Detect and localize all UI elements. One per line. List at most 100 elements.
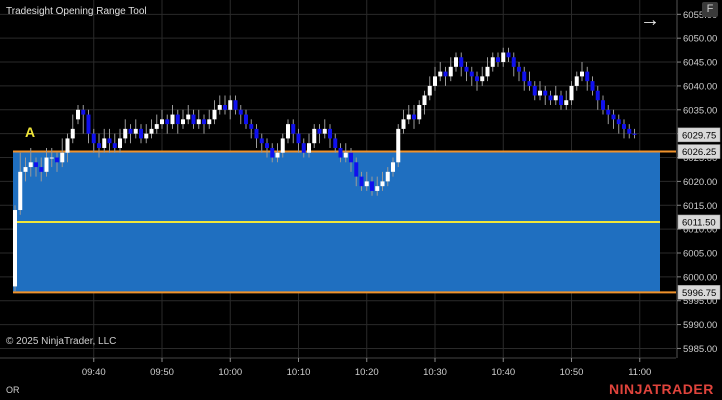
candle-body xyxy=(538,90,542,96)
candle-body xyxy=(244,114,248,125)
f-button[interactable]: F xyxy=(702,2,718,17)
candle-body xyxy=(527,81,532,86)
candle-body xyxy=(39,167,44,172)
candle-body xyxy=(18,171,23,211)
candle-body xyxy=(349,152,353,163)
candle-body xyxy=(223,105,227,110)
candle-body xyxy=(128,128,133,134)
candle-body xyxy=(259,138,264,144)
candle-body xyxy=(475,76,479,82)
candle-body xyxy=(102,138,107,148)
price-badge-label: 5996.75 xyxy=(682,288,716,299)
price-badge-label: 6011.50 xyxy=(682,217,716,228)
candle-body xyxy=(375,186,380,191)
candle-body xyxy=(553,95,558,101)
marker-label: A xyxy=(25,124,35,140)
candle-body xyxy=(76,109,80,120)
candle-body xyxy=(301,143,306,153)
candle-body xyxy=(333,138,338,148)
candle-body xyxy=(412,114,416,120)
candle-body xyxy=(580,71,584,77)
candle-body xyxy=(501,52,506,63)
candle-body xyxy=(595,90,600,101)
candle-body xyxy=(144,133,149,139)
candle-body xyxy=(532,85,537,96)
candle-body xyxy=(175,114,180,125)
candle-body xyxy=(548,95,553,101)
candle-body xyxy=(13,210,17,287)
copyright-text: © 2025 NinjaTrader, LLC xyxy=(6,336,117,347)
y-tick-label: 6005.00 xyxy=(683,248,717,259)
brand-logo: NINJATRADER xyxy=(609,381,714,397)
candle-body xyxy=(343,152,348,158)
candle-body xyxy=(160,119,164,125)
candle-body xyxy=(364,181,369,187)
candle-body xyxy=(254,128,259,139)
x-tick-label: 11:00 xyxy=(628,367,651,378)
candle-body xyxy=(443,71,448,77)
candle-body xyxy=(401,119,406,129)
candle-body xyxy=(391,162,395,172)
candle-body xyxy=(133,128,138,134)
x-tick-label: 09:40 xyxy=(82,367,106,378)
candle-body xyxy=(70,128,75,139)
candle-body xyxy=(485,66,490,77)
candle-body xyxy=(511,57,516,67)
candle-body xyxy=(322,128,327,134)
x-tick-label: 10:20 xyxy=(355,367,379,378)
candle-body xyxy=(212,109,217,120)
candle-body xyxy=(307,143,311,153)
candle-body xyxy=(196,119,201,125)
y-tick-label: 6035.00 xyxy=(683,105,717,116)
candle-body xyxy=(417,105,422,120)
candle-body xyxy=(291,124,296,134)
x-tick-label: 09:50 xyxy=(150,367,174,378)
candle-body xyxy=(543,90,548,96)
x-tick-label: 10:10 xyxy=(287,367,311,378)
candle-body xyxy=(490,57,495,67)
candle-body xyxy=(585,71,590,82)
candle-body xyxy=(149,128,154,134)
candle-body xyxy=(459,57,464,67)
candle-body xyxy=(622,124,626,129)
y-tick-label: 6000.00 xyxy=(683,272,717,283)
indicator-label: OR xyxy=(6,385,20,395)
candle-body xyxy=(422,95,427,106)
right-arrow-icon[interactable]: → xyxy=(640,9,660,31)
price-badge xyxy=(677,214,721,230)
candle-body xyxy=(564,100,569,106)
candle-body xyxy=(191,114,196,125)
y-tick-label: 6040.00 xyxy=(683,81,717,92)
candle-body xyxy=(427,85,432,96)
candle-body xyxy=(265,143,269,148)
candle-body xyxy=(574,76,579,86)
candle-body xyxy=(559,95,563,106)
candle-body xyxy=(480,76,485,82)
candle-body xyxy=(464,66,469,72)
candle-body xyxy=(55,157,59,163)
candle-body xyxy=(433,76,437,86)
price-badge-label: 6026.25 xyxy=(682,147,716,158)
candle-body xyxy=(60,152,65,163)
y-tick-label: 5985.00 xyxy=(683,344,717,355)
y-tick-label: 6045.00 xyxy=(683,58,717,69)
candle-body xyxy=(217,105,222,110)
x-tick-label: 10:00 xyxy=(218,367,242,378)
candle-body xyxy=(49,157,54,159)
chart-title: Tradesight Opening Range Tool xyxy=(6,6,147,17)
candle-body xyxy=(154,124,159,129)
candle-body xyxy=(438,71,443,77)
candle-body xyxy=(601,100,605,110)
candle-body xyxy=(186,114,191,120)
candle-body xyxy=(317,128,322,134)
candle-body xyxy=(328,128,332,139)
candle-body xyxy=(448,66,453,77)
price-badge xyxy=(677,127,721,143)
candle-body xyxy=(454,57,458,67)
candle-body xyxy=(228,100,233,110)
candle-body xyxy=(81,109,86,115)
x-tick-label: 10:50 xyxy=(560,367,584,378)
candle-body xyxy=(123,128,128,139)
y-tick-label: 6055.00 xyxy=(683,10,717,21)
